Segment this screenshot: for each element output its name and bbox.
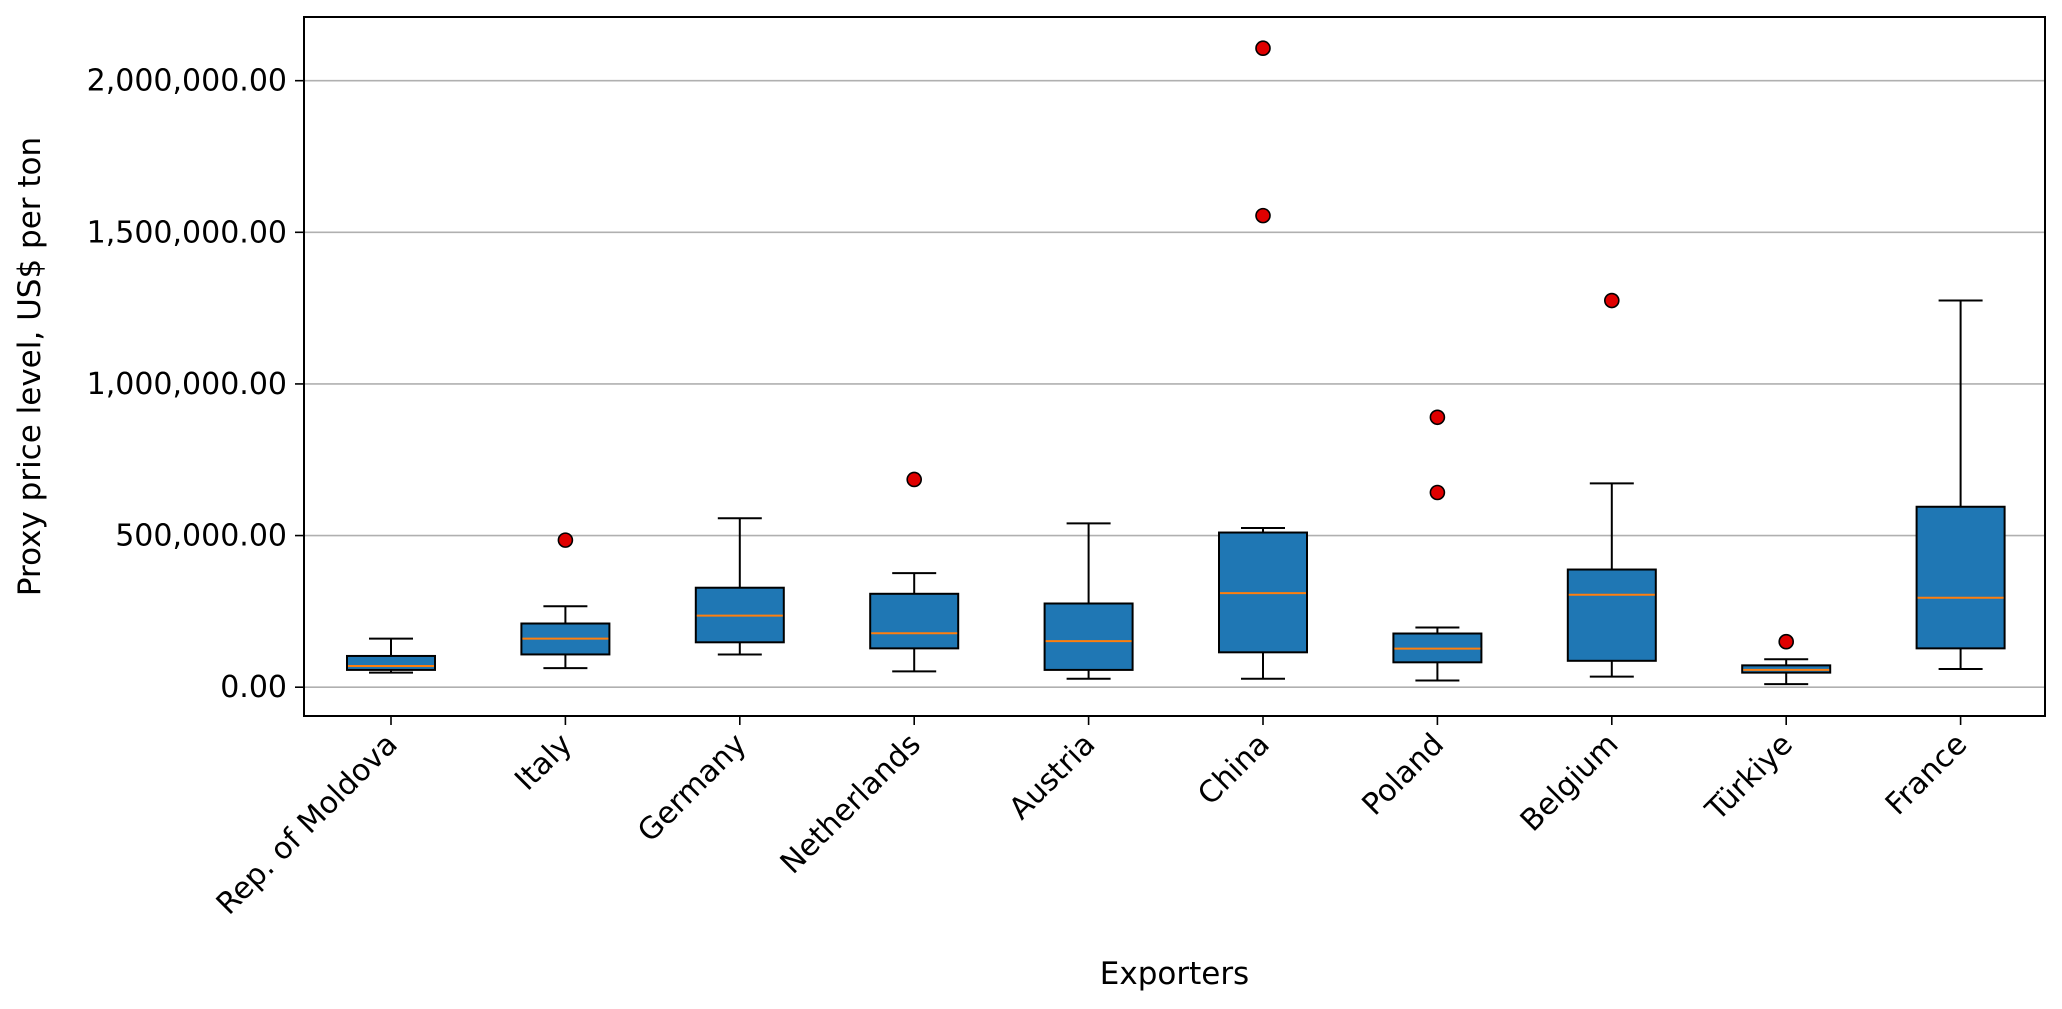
x-axis-ticks: Rep. of Moldova Italy Germany Netherlands Au… bbox=[210, 716, 1974, 922]
iqr-box bbox=[869, 592, 960, 650]
box-7 bbox=[1392, 409, 1483, 682]
x-tick-label: Netherlands bbox=[774, 727, 928, 881]
x-tick-label: Rep. of Moldova bbox=[210, 727, 405, 922]
box-3 bbox=[694, 517, 785, 656]
outlier-point bbox=[1255, 207, 1271, 224]
x-axis-label: Exporters bbox=[1100, 956, 1249, 992]
box-6 bbox=[1218, 40, 1308, 680]
x-tick-label: Poland bbox=[1355, 727, 1451, 823]
boxes bbox=[346, 40, 2006, 686]
y-tick-label: 0.00 bbox=[220, 670, 287, 705]
x-tick-label: Belgium bbox=[1514, 727, 1626, 839]
y-tick-label: 2,000,000.00 bbox=[87, 64, 287, 99]
x-tick-label: China bbox=[1191, 727, 1276, 812]
box-4 bbox=[869, 471, 960, 673]
outlier-point bbox=[1778, 633, 1794, 650]
y-axis-label: Proxy price level, US$ per ton bbox=[12, 137, 48, 596]
x-tick-label: Italy bbox=[508, 727, 579, 798]
box-2 bbox=[520, 532, 611, 670]
y-tick-label: 500,000.00 bbox=[115, 519, 287, 554]
outlier-point bbox=[557, 532, 574, 548]
outlier-point bbox=[1429, 409, 1446, 426]
iqr-box bbox=[346, 654, 436, 671]
plot-frame bbox=[303, 16, 2046, 717]
iqr-box bbox=[1915, 505, 2006, 650]
x-tick-label: Germany bbox=[631, 727, 753, 849]
y-tick-label: 1,000,000.00 bbox=[87, 367, 287, 402]
box-5 bbox=[1043, 522, 1134, 680]
box-9 bbox=[1741, 633, 1832, 686]
box-1 bbox=[346, 637, 436, 674]
x-tick-label: Austria bbox=[1003, 727, 1103, 827]
y-tick-label: 1,500,000.00 bbox=[87, 215, 287, 250]
box-10 bbox=[1915, 299, 2006, 670]
x-tick-label: France bbox=[1879, 727, 1974, 822]
box-8 bbox=[1566, 292, 1657, 678]
iqr-box bbox=[1566, 568, 1657, 662]
outlier-point bbox=[906, 471, 923, 488]
outlier-point bbox=[1429, 484, 1446, 501]
outlier-point bbox=[1255, 40, 1271, 57]
x-tick-label: Türkiye bbox=[1698, 727, 1799, 828]
outlier-point bbox=[1604, 292, 1620, 309]
y-axis-ticks: 0.00 500,000.00 1,000,000.00 1,500,000.00 2,… bbox=[87, 64, 304, 705]
iqr-box bbox=[1043, 602, 1134, 671]
grid-lines bbox=[304, 79, 2045, 688]
